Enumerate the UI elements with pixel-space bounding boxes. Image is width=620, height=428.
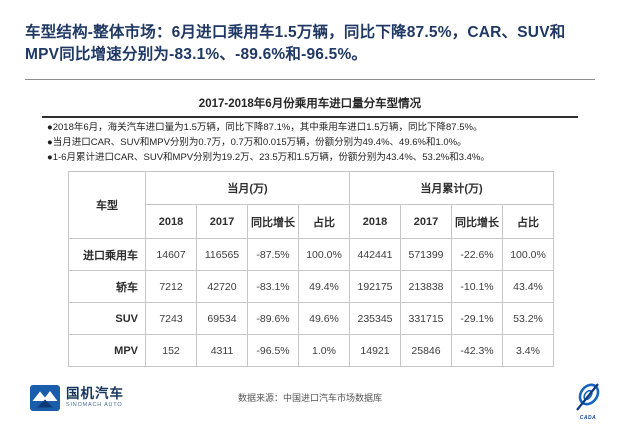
cell: 571399: [400, 238, 453, 271]
cell: -29.1%: [451, 302, 504, 335]
import-volume-table: 车型 当月(万) 当月累计(万) 2018 2017 同比增长 占比 2018 …: [68, 171, 555, 367]
col-header-month-2018: 2018: [145, 204, 197, 239]
cell: 116565: [196, 238, 248, 271]
row-label-mpv: MPV: [68, 334, 146, 367]
cell: 3.4%: [502, 334, 555, 367]
cell: -22.6%: [451, 238, 504, 271]
cell: 69534: [196, 302, 248, 335]
cell: 100.0%: [502, 238, 555, 271]
corner-header-vehicle-type: 车型: [68, 171, 146, 239]
cell: -10.1%: [451, 270, 504, 303]
col-header-cum-share: 占比: [502, 204, 555, 239]
sinomach-mountain-icon: [30, 385, 60, 411]
cell: 213838: [400, 270, 453, 303]
cell: 25846: [400, 334, 453, 367]
cell: 42720: [196, 270, 248, 303]
group-header-cumulative: 当月累计(万): [349, 171, 555, 205]
cell: 1.0%: [297, 334, 351, 367]
cell: -89.6%: [247, 302, 299, 335]
cada-logo: CADA: [570, 382, 606, 421]
bullet-3: ●1-6月累计进口CAR、SUV和MPV分别为19.2万、23.5万和1.5万辆…: [47, 152, 490, 163]
sinomach-en-name: SINOMACH AUTO: [66, 402, 123, 408]
table-title: 2017-2018年6月份乘用车进口量分车型情况: [198, 98, 422, 110]
row-label-imported-pv: 进口乘用车: [68, 238, 146, 271]
cell: 331715: [400, 302, 453, 335]
cell: 100.0%: [297, 238, 351, 271]
title-divider: [25, 79, 595, 80]
col-header-cum-2017: 2017: [400, 204, 453, 239]
col-header-month-yoy: 同比增长: [247, 204, 299, 239]
page-title: 车型结构-整体市场：6月进口乘用车1.5万辆，同比下降87.5%，CAR、SUV…: [25, 24, 566, 63]
cell: 192175: [349, 270, 402, 303]
col-header-cum-yoy: 同比增长: [451, 204, 504, 239]
cell: 49.6%: [297, 302, 351, 335]
cell: 7212: [145, 270, 197, 303]
cell: 4311: [196, 334, 248, 367]
bullet-2: ●当月进口CAR、SUV和MPV分别为0.7万，0.7万和0.015万辆，份额分…: [47, 137, 467, 148]
cell: 235345: [349, 302, 402, 335]
bullet-1: ●2018年6月，海关汽车进口量为1.5万辆，同比下降87.1%，其中乘用车进口…: [47, 122, 483, 133]
cell: 14607: [145, 238, 197, 271]
col-header-month-2017: 2017: [196, 204, 248, 239]
cada-logo-text: CADA: [579, 415, 597, 421]
table-row-total: 进口乘用车 14607 116565 -87.5% 100.0% 442441 …: [68, 238, 555, 271]
cell: -87.5%: [247, 238, 299, 271]
sinomach-logo: 国机汽车 SINOMACH AUTO: [30, 385, 124, 411]
cell: 442441: [349, 238, 402, 271]
cell: 14921: [349, 334, 402, 367]
cell: 43.4%: [502, 270, 555, 303]
table-row-mpv: MPV 152 4311 -96.5% 1.0% 14921 25846 -42…: [68, 334, 555, 367]
import-volume-table-wrap: 车型 当月(万) 当月累计(万) 2018 2017 同比增长 占比 2018 …: [68, 171, 555, 367]
cell: 53.2%: [502, 302, 555, 335]
row-label-suv: SUV: [68, 302, 146, 335]
summary-bullets: ●2018年6月，海关汽车进口量为1.5万辆，同比下降87.1%，其中乘用车进口…: [47, 120, 587, 165]
table-row-suv: SUV 7243 69534 -89.6% 49.6% 235345 33171…: [68, 302, 555, 335]
col-header-month-share: 占比: [297, 204, 351, 239]
table-row-car: 轿车 7212 42720 -83.1% 49.4% 192175 213838…: [68, 270, 555, 303]
sinomach-cn-name: 国机汽车: [66, 386, 124, 401]
cell: 49.4%: [297, 270, 351, 303]
cell: -96.5%: [247, 334, 299, 367]
cell: -83.1%: [247, 270, 299, 303]
cell: -42.3%: [451, 334, 504, 367]
swirl-icon: [576, 383, 600, 411]
col-header-cum-2018: 2018: [349, 204, 402, 239]
cell: 7243: [145, 302, 197, 335]
group-header-current-month: 当月(万): [144, 171, 351, 205]
cell: 152: [145, 334, 197, 367]
subtitle-divider: [42, 116, 578, 118]
data-source-note: 数据来源：中国进口汽车市场数据库: [237, 393, 382, 403]
row-label-car: 轿车: [68, 270, 146, 303]
